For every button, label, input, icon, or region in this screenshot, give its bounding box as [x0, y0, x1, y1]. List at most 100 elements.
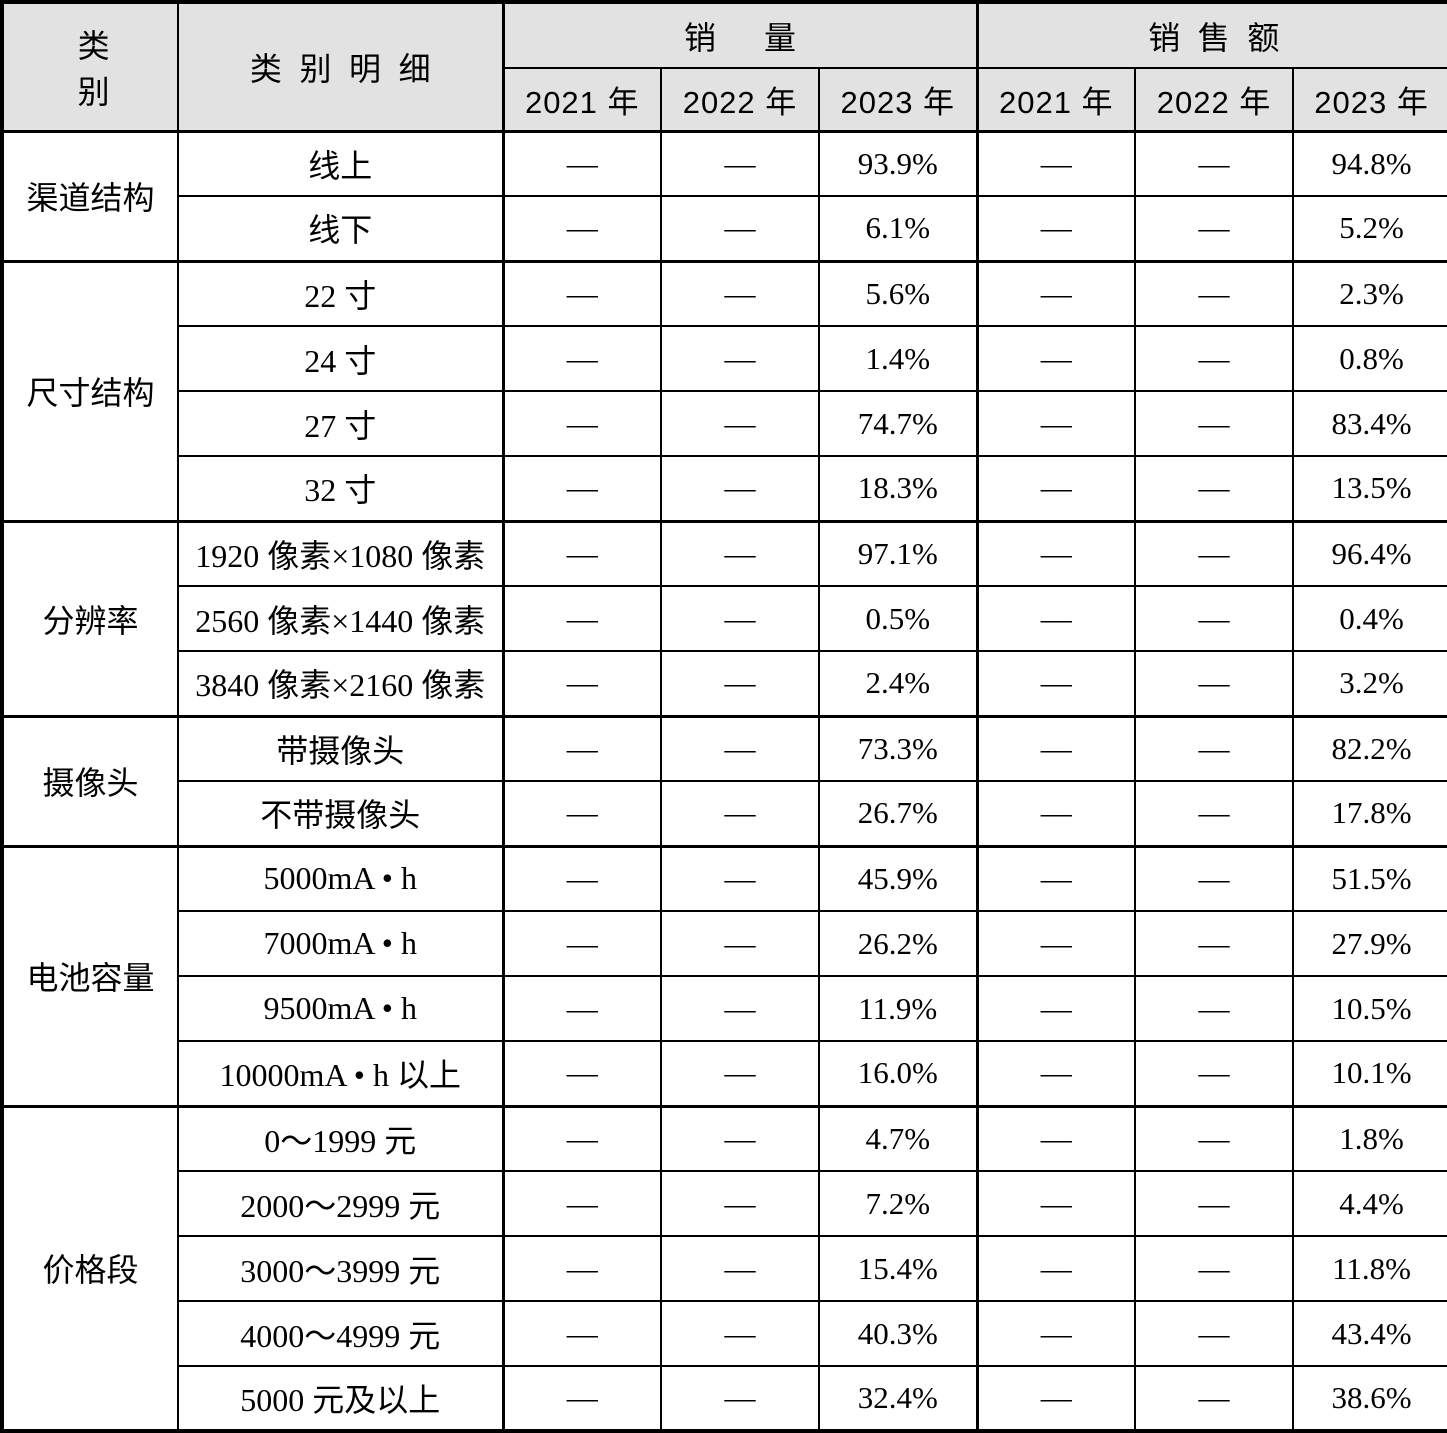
detail-cell: 3000～3999 元 [177, 1235, 504, 1302]
amount-value-cell: — [1134, 129, 1295, 197]
volume-value-cell: 97.1% [817, 519, 979, 587]
volume-value-cell: — [660, 259, 820, 327]
volume-value-cell: 0.5% [817, 585, 979, 652]
volume-value-cell: — [660, 910, 820, 977]
header-year-amount-2022: 2022 年 [1134, 67, 1295, 132]
table-row: 电池容量 5000mA • h — — 45.9% — — 51.5% [1, 844, 1447, 1107]
amount-value-cell: — [1134, 714, 1295, 782]
header-year-volume-2022: 2022 年 [660, 67, 820, 132]
volume-value-cell: — [660, 1300, 820, 1367]
header-category: 类别 [1, 1, 179, 132]
table-row: 4000～4999 元 — — 40.3% — — 43.4% [2, 1300, 1447, 1367]
table-row: 3000～3999 元 — — 15.4% — — 11.8% [2, 1235, 1447, 1302]
volume-value-cell: — [501, 1104, 662, 1172]
amount-value-cell: — [1134, 910, 1295, 977]
amount-value-cell: — [1134, 1300, 1295, 1367]
amount-value-cell: 13.5% [1292, 455, 1447, 522]
volume-value-cell: 45.9% [817, 844, 979, 912]
detail-cell: 3840 像素×2160 像素 [177, 650, 504, 717]
table-row: 10000mA • h 以上 — — 16.0% — — 10.1% [2, 1040, 1447, 1107]
volume-value-cell: 2.4% [817, 650, 979, 717]
amount-value-cell: — [975, 975, 1137, 1042]
amount-value-cell: — [1134, 1104, 1295, 1172]
table-row: 5000 元及以上 — — 32.4% — — 38.6% [2, 1365, 1447, 1432]
amount-value-cell: — [975, 390, 1137, 457]
amount-value-cell: 96.4% [1292, 519, 1447, 587]
amount-value-cell: — [975, 1300, 1137, 1367]
amount-value-cell: — [975, 780, 1137, 847]
detail-cell: 7000mA • h [177, 910, 504, 977]
amount-value-cell: — [1134, 259, 1295, 327]
amount-value-cell: 0.8% [1292, 325, 1447, 392]
detail-cell: 22 寸 [177, 259, 504, 327]
category-cell: 分辨率 [1, 519, 179, 717]
table-row: 线下 — — 6.1% — — 5.2% [2, 195, 1447, 262]
volume-value-cell: — [501, 780, 662, 847]
amount-value-cell: — [975, 1365, 1137, 1432]
amount-value-cell: 51.5% [1292, 844, 1447, 912]
amount-value-cell: 17.8% [1292, 780, 1447, 847]
volume-value-cell: 11.9% [817, 975, 979, 1042]
volume-value-cell: 18.3% [817, 455, 979, 522]
volume-value-cell: — [501, 1365, 662, 1432]
category-cell: 价格段 [1, 1104, 179, 1432]
amount-value-cell: — [1134, 455, 1295, 522]
volume-value-cell: — [660, 844, 820, 912]
volume-value-cell: — [660, 1170, 820, 1237]
amount-value-cell: 0.4% [1292, 585, 1447, 652]
amount-value-cell: 10.5% [1292, 975, 1447, 1042]
amount-value-cell: — [1134, 1170, 1295, 1237]
table-row: 3840 像素×2160 像素 — — 2.4% — — 3.2% [2, 650, 1447, 717]
detail-cell: 4000～4999 元 [177, 1300, 504, 1367]
volume-value-cell: 26.2% [817, 910, 979, 977]
detail-cell: 9500mA • h [177, 975, 504, 1042]
volume-value-cell: — [660, 1040, 820, 1107]
volume-value-cell: — [501, 1170, 662, 1237]
volume-value-cell: — [501, 455, 662, 522]
volume-value-cell: 6.1% [817, 195, 979, 262]
header-year-amount-2021: 2021 年 [975, 67, 1137, 132]
amount-value-cell: — [1134, 1365, 1295, 1432]
detail-cell: 线上 [177, 129, 504, 197]
amount-value-cell: — [1134, 585, 1295, 652]
table-row: 价格段 0～1999 元 — — 4.7% — — 1.8% [1, 1104, 1447, 1432]
volume-value-cell: 4.7% [817, 1104, 979, 1172]
volume-value-cell: 40.3% [817, 1300, 979, 1367]
amount-value-cell: 2.3% [1292, 259, 1447, 327]
volume-value-cell: — [501, 129, 662, 197]
volume-value-cell: 15.4% [817, 1235, 979, 1302]
category-cell: 渠道结构 [1, 129, 179, 262]
detail-cell: 10000mA • h 以上 [177, 1040, 504, 1107]
detail-cell: 带摄像头 [177, 714, 504, 782]
volume-value-cell: 74.7% [817, 390, 979, 457]
volume-value-cell: — [660, 714, 820, 782]
volume-value-cell: — [660, 455, 820, 522]
table-row: 27 寸 — — 74.7% — — 83.4% [2, 390, 1447, 457]
amount-value-cell: 1.8% [1292, 1104, 1447, 1172]
header-year-volume-2021: 2021 年 [501, 67, 662, 132]
amount-value-cell: 5.2% [1292, 195, 1447, 262]
header-sales-amount: 销售额 [975, 1, 1447, 69]
amount-value-cell: 94.8% [1292, 129, 1447, 197]
volume-value-cell: 16.0% [817, 1040, 979, 1107]
table-row: 2560 像素×1440 像素 — — 0.5% — — 0.4% [2, 585, 1447, 652]
volume-value-cell: — [501, 325, 662, 392]
amount-value-cell: — [1134, 1235, 1295, 1302]
volume-value-cell: — [660, 1365, 820, 1432]
table-row: 2000～2999 元 — — 7.2% — — 4.4% [2, 1170, 1447, 1237]
detail-cell: 不带摄像头 [177, 780, 504, 847]
amount-value-cell: — [975, 519, 1137, 587]
amount-value-cell: — [975, 844, 1137, 912]
table-row: 32 寸 — — 18.3% — — 13.5% [2, 455, 1447, 522]
amount-value-cell: — [975, 129, 1137, 197]
amount-value-cell: — [1134, 975, 1295, 1042]
table-row: 摄像头 带摄像头 — — 73.3% — — 82.2% [1, 714, 1447, 847]
amount-value-cell: — [975, 1104, 1137, 1172]
volume-value-cell: — [660, 650, 820, 717]
table-row: 不带摄像头 — — 26.7% — — 17.8% [2, 780, 1447, 847]
volume-value-cell: — [501, 1235, 662, 1302]
volume-value-cell: 93.9% [817, 129, 979, 197]
volume-value-cell: — [501, 975, 662, 1042]
amount-value-cell: — [1134, 195, 1295, 262]
amount-value-cell: — [975, 714, 1137, 782]
